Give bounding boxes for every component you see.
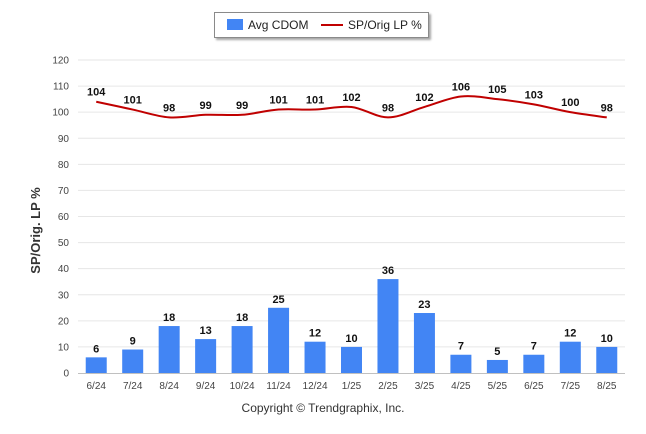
x-tick-label: 1/25: [342, 381, 362, 392]
line-value-label: 102: [342, 92, 360, 104]
bar[interactable]: [231, 326, 253, 373]
line-value-label: 99: [200, 100, 212, 112]
y-tick-label: 0: [63, 369, 69, 380]
bar-value-label: 7: [458, 341, 464, 353]
y-tick-label: 30: [58, 290, 70, 301]
bar[interactable]: [341, 346, 362, 373]
bar[interactable]: [268, 307, 290, 373]
y-tick-label: 50: [58, 238, 70, 249]
line-value-label: 105: [488, 84, 506, 96]
y-tick-label: 60: [58, 212, 70, 223]
legend-item-sp-orig-lp[interactable]: SP/Orig LP %: [321, 18, 422, 32]
legend: Avg CDOM SP/Orig LP %: [214, 12, 429, 38]
bar[interactable]: [596, 346, 618, 373]
bar-value-label: 7: [531, 341, 537, 353]
legend-bar-swatch-icon: [227, 19, 243, 30]
line-data-labels: 104 101 98 99 99 101 101 102 98 102 106 105 103 100 98: [87, 82, 613, 115]
line-value-label: 103: [525, 89, 543, 101]
x-tick-label: 5/25: [488, 381, 508, 392]
y-axis-title: SP/Orig. LP %: [28, 187, 43, 274]
bar-value-label: 10: [345, 333, 357, 345]
bar-value-label: 13: [200, 325, 212, 337]
bar-data-labels: 6 9 18 13 18 25 12 10 36 23 7 5 7 12 10: [93, 265, 613, 358]
line-series-sp-orig-lp: [96, 95, 607, 119]
bar[interactable]: [195, 339, 217, 373]
bar-value-label: 36: [382, 265, 394, 277]
bar[interactable]: [559, 341, 581, 373]
bar-value-label: 5: [494, 346, 500, 358]
bar[interactable]: [85, 357, 107, 373]
y-tick-label: 120: [52, 56, 69, 67]
bar[interactable]: [523, 354, 545, 373]
bar-value-label: 18: [236, 312, 248, 324]
legend-line-swatch-icon: [321, 24, 343, 26]
bar-value-label: 23: [418, 299, 430, 311]
y-tick-label: 10: [58, 342, 70, 353]
x-tick-label: 9/24: [196, 381, 216, 392]
copyright-text: Copyright © Trendgraphix, Inc.: [241, 401, 405, 415]
y-tick-label: 40: [58, 264, 70, 275]
legend-item-cdom[interactable]: Avg CDOM: [227, 18, 308, 32]
y-tick-label: 110: [53, 82, 69, 93]
bar-value-label: 25: [272, 294, 284, 306]
y-tick-label: 100: [52, 108, 69, 119]
bar-value-label: 12: [564, 328, 576, 340]
x-tick-label: 8/24: [159, 381, 179, 392]
line-value-label: 98: [601, 102, 613, 114]
line-value-label: 98: [163, 102, 175, 114]
y-tick-label: 80: [58, 160, 70, 171]
x-tick-label: 11/24: [266, 381, 291, 392]
bar-value-label: 12: [309, 328, 321, 340]
x-axis-ticks: 6/24 7/24 8/24 9/24 10/24 11/24 12/24 1/25 2/25 3…: [86, 381, 616, 392]
bar-series-cdom: [85, 279, 618, 373]
line-value-label: 101: [269, 95, 287, 107]
x-tick-label: 12/24: [303, 381, 328, 392]
x-tick-label: 6/25: [524, 381, 544, 392]
bar[interactable]: [377, 279, 399, 373]
bar[interactable]: [304, 341, 326, 373]
x-tick-label: 6/24: [86, 381, 106, 392]
bar[interactable]: [122, 349, 144, 373]
legend-label-sp-orig-lp: SP/Orig LP %: [348, 18, 422, 32]
y-axis-ticks: 0 10 20 30 40 50 60 70 80 90 100 110 120: [52, 56, 69, 380]
line-value-label: 101: [306, 95, 324, 107]
line-value-label: 99: [236, 100, 248, 112]
grid-lines: [78, 59, 625, 348]
line-value-label: 101: [124, 95, 142, 107]
line-value-label: 100: [561, 97, 579, 109]
x-tick-label: 2/25: [378, 381, 398, 392]
bar-value-label: 18: [163, 312, 175, 324]
bar-value-label: 9: [130, 336, 136, 348]
y-tick-label: 90: [58, 134, 70, 145]
bar-value-label: 6: [93, 343, 99, 355]
bar[interactable]: [486, 359, 508, 373]
x-tick-label: 4/25: [451, 381, 471, 392]
bar-value-label: 10: [601, 333, 613, 345]
line-value-label: 98: [382, 102, 394, 114]
line-value-label: 102: [415, 92, 433, 104]
line-value-label: 106: [452, 82, 470, 94]
x-tick-label: 7/24: [123, 381, 143, 392]
y-tick-label: 20: [58, 316, 70, 327]
bar[interactable]: [413, 313, 435, 373]
x-tick-label: 3/25: [415, 381, 435, 392]
y-tick-label: 70: [58, 186, 70, 197]
x-tick-label: 10/24: [230, 381, 255, 392]
line-value-label: 104: [87, 87, 106, 99]
x-tick-label: 8/25: [597, 381, 617, 392]
bar[interactable]: [450, 354, 472, 373]
bar[interactable]: [158, 326, 180, 373]
legend-label-cdom: Avg CDOM: [248, 18, 309, 32]
x-tick-label: 7/25: [561, 381, 581, 392]
